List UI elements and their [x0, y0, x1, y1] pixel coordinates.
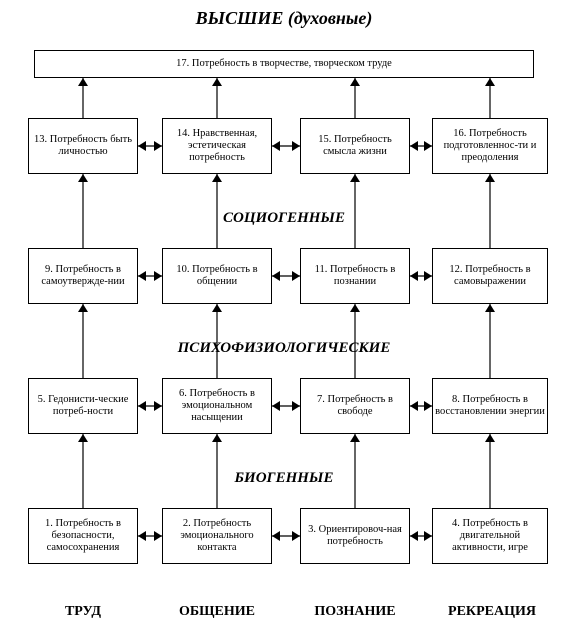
row-label-0: СОЦИОГЕННЫЕ — [0, 210, 568, 227]
node-n16: 16. Потребность подготовленнос-ти и прео… — [432, 118, 548, 174]
col-label-3: РЕКРЕАЦИЯ — [432, 604, 552, 620]
node-n3: 3. Ориентировоч-ная потребность — [300, 508, 410, 564]
node-n14: 14. Нравственная, эстетическая потребнос… — [162, 118, 272, 174]
node-n1: 1. Потребность в безопасности, самосохра… — [28, 508, 138, 564]
node-n15: 15. Потребность смысла жизни — [300, 118, 410, 174]
col-label-2: ПОЗНАНИЕ — [300, 604, 410, 620]
node-n12: 12. Потребность в самовыражении — [432, 248, 548, 304]
diagram-root: ВЫСШИЕ (духовные) СОЦИОГЕННЫЕПСИХОФИЗИОЛ… — [0, 0, 568, 631]
col-label-0: ТРУД — [28, 604, 138, 620]
node-n17: 17. Потребность в творчестве, творческом… — [34, 50, 534, 78]
node-n13: 13. Потребность быть личностью — [28, 118, 138, 174]
node-n4: 4. Потребность в двигательной активности… — [432, 508, 548, 564]
node-n11: 11. Потребность в познании — [300, 248, 410, 304]
row-label-2: БИОГЕННЫЕ — [0, 470, 568, 487]
node-n6: 6. Потребность в эмоциональном насыщении — [162, 378, 272, 434]
col-label-1: ОБЩЕНИЕ — [162, 604, 272, 620]
node-n7: 7. Потребность в свободе — [300, 378, 410, 434]
node-n8: 8. Потребность в восстановлении энергии — [432, 378, 548, 434]
node-n10: 10. Потребность в общении — [162, 248, 272, 304]
node-n9: 9. Потребность в самоутвержде-нии — [28, 248, 138, 304]
row-label-1: ПСИХОФИЗИОЛОГИЧЕСКИЕ — [0, 340, 568, 357]
node-n5: 5. Гедонисти-ческие потреб-ности — [28, 378, 138, 434]
node-n2: 2. Потребность эмоционального контакта — [162, 508, 272, 564]
